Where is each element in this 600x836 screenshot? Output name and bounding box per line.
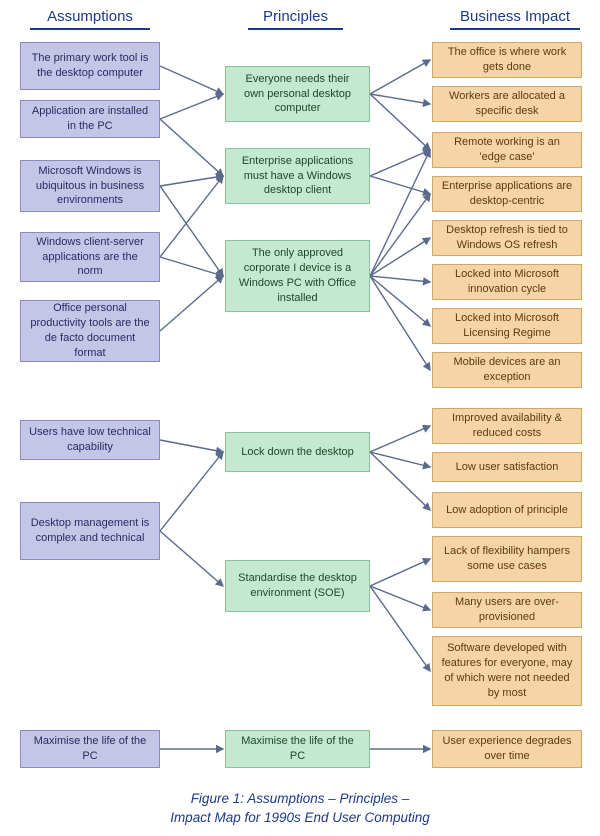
node-p2: Enterprise applications must have a Wind… xyxy=(225,148,370,204)
edge-a6-p4 xyxy=(160,440,223,452)
node-a1: The primary work tool is the desktop com… xyxy=(20,42,160,90)
caption-line2: Impact Map for 1990s End User Computing xyxy=(170,810,430,825)
node-a5: Office personal productivity tools are t… xyxy=(20,300,160,362)
node-i5: Desktop refresh is tied to Windows OS re… xyxy=(432,220,582,256)
edge-a2-p1 xyxy=(160,94,223,119)
edge-p2-i4 xyxy=(370,176,430,194)
edge-p3-i4 xyxy=(370,194,430,276)
node-i12: Lack of flexibility hampers some use cas… xyxy=(432,536,582,582)
node-i13: Many users are over-provisioned xyxy=(432,592,582,628)
edge-p1-i2 xyxy=(370,94,430,104)
edge-p3-i5 xyxy=(370,238,430,276)
edge-a4-p2 xyxy=(160,176,223,257)
caption-line1: Figure 1: Assumptions – Principles – xyxy=(191,791,410,806)
node-i7: Locked into Microsoft Licensing Regime xyxy=(432,308,582,344)
edge-p3-i8 xyxy=(370,276,430,370)
edge-p3-i3 xyxy=(370,150,430,276)
edge-p4-i11 xyxy=(370,452,430,510)
edge-p5-i13 xyxy=(370,586,430,610)
hdr-assumptions: Assumptions xyxy=(30,8,150,30)
node-a8: Maximise the life of the PC xyxy=(20,730,160,768)
node-i2: Workers are allocated a specific desk xyxy=(432,86,582,122)
node-i15: User experience degrades over time xyxy=(432,730,582,768)
node-a2: Application are installed in the PC xyxy=(20,100,160,138)
node-i6: Locked into Microsoft innovation cycle xyxy=(432,264,582,300)
node-a4: Windows client-server applications are t… xyxy=(20,232,160,282)
node-i14: Software developed with features for eve… xyxy=(432,636,582,706)
hdr-impact: Business Impact xyxy=(450,8,580,30)
node-p6: Maximise the life of the PC xyxy=(225,730,370,768)
edge-p4-i10 xyxy=(370,452,430,467)
edge-p4-i9 xyxy=(370,426,430,452)
node-i11: Low adoption of principle xyxy=(432,492,582,528)
node-i8: Mobile devices are an exception xyxy=(432,352,582,388)
node-a3: Microsoft Windows is ubiquitous in busin… xyxy=(20,160,160,212)
edge-p5-i14 xyxy=(370,586,430,671)
node-i4: Enterprise applications are desktop-cent… xyxy=(432,176,582,212)
edge-a1-p1 xyxy=(160,66,223,94)
hdr-principles: Principles xyxy=(248,8,343,30)
node-i3: Remote working is an 'edge case' xyxy=(432,132,582,168)
edge-a3-p2 xyxy=(160,176,223,186)
node-p5: Standardise the desktop environment (SOE… xyxy=(225,560,370,612)
node-p1: Everyone needs their own personal deskto… xyxy=(225,66,370,122)
edge-p1-i1 xyxy=(370,60,430,94)
node-p3: The only approved corporate I device is … xyxy=(225,240,370,312)
node-i1: The office is where work gets done xyxy=(432,42,582,78)
edge-a7-p5 xyxy=(160,531,223,586)
edge-a2-p2 xyxy=(160,119,223,176)
node-i9: Improved availability & reduced costs xyxy=(432,408,582,444)
figure-caption: Figure 1: Assumptions – Principles – Imp… xyxy=(0,790,600,828)
edge-a5-p3 xyxy=(160,276,223,331)
edge-p5-i12 xyxy=(370,559,430,586)
edge-p3-i6 xyxy=(370,276,430,282)
edge-a4-p3 xyxy=(160,257,223,276)
diagram-canvas: Assumptions Principles Business Impact The … xyxy=(0,0,600,836)
node-p4: Lock down the desktop xyxy=(225,432,370,472)
node-a7: Desktop management is complex and techni… xyxy=(20,502,160,560)
node-i10: Low user satisfaction xyxy=(432,452,582,482)
edge-p1-i3 xyxy=(370,94,430,150)
edge-p2-i3 xyxy=(370,150,430,176)
edge-a7-p4 xyxy=(160,452,223,531)
node-a6: Users have low technical capability xyxy=(20,420,160,460)
edge-p3-i7 xyxy=(370,276,430,326)
edge-a3-p3 xyxy=(160,186,223,276)
